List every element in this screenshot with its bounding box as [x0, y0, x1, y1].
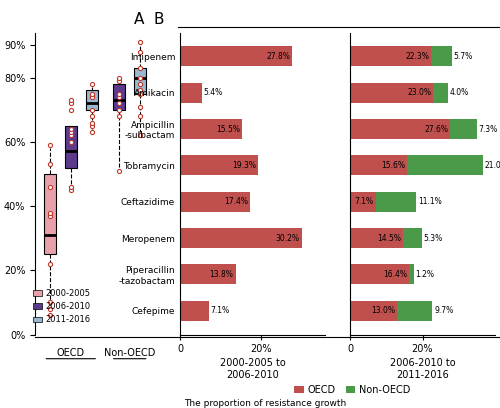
Legend: OECD, Non-OECD: OECD, Non-OECD — [290, 381, 414, 399]
Bar — [350, 47, 431, 67]
Bar — [402, 228, 422, 248]
Text: 5.3%: 5.3% — [424, 234, 443, 243]
Text: 14.5%: 14.5% — [377, 234, 401, 243]
Bar — [406, 155, 482, 175]
Bar — [180, 155, 258, 175]
Text: A: A — [134, 11, 144, 27]
Bar — [410, 264, 414, 284]
Text: 17.4%: 17.4% — [224, 197, 248, 206]
PathPatch shape — [134, 68, 146, 94]
Text: 19.3%: 19.3% — [232, 161, 256, 170]
Text: 9.7%: 9.7% — [434, 306, 454, 315]
Bar — [450, 119, 476, 139]
Text: 7.3%: 7.3% — [478, 124, 498, 133]
Text: 21.0%: 21.0% — [484, 161, 500, 170]
Bar — [180, 83, 202, 103]
Legend: 2000-2005, 2006-2010, 2011-2016: 2000-2005, 2006-2010, 2011-2016 — [33, 289, 91, 324]
Text: 5.4%: 5.4% — [204, 88, 223, 97]
Bar — [180, 47, 292, 67]
Bar — [350, 155, 406, 175]
Text: 13.8%: 13.8% — [210, 270, 234, 279]
Text: 11.1%: 11.1% — [418, 197, 442, 206]
Text: 15.6%: 15.6% — [380, 161, 404, 170]
Bar — [180, 301, 208, 321]
Bar — [434, 83, 448, 103]
X-axis label: 2006-2010 to
2011-2016: 2006-2010 to 2011-2016 — [390, 359, 456, 380]
Text: 13.0%: 13.0% — [372, 306, 396, 315]
Bar — [180, 119, 242, 139]
Bar — [350, 119, 450, 139]
Bar — [180, 228, 302, 248]
Text: 30.2%: 30.2% — [276, 234, 299, 243]
Bar — [350, 264, 410, 284]
Text: 22.3%: 22.3% — [405, 52, 429, 61]
Text: 5.7%: 5.7% — [454, 52, 472, 61]
Text: 4.0%: 4.0% — [450, 88, 469, 97]
Text: 7.1%: 7.1% — [355, 197, 374, 206]
X-axis label: 2000-2005 to
2006-2010: 2000-2005 to 2006-2010 — [220, 359, 286, 380]
PathPatch shape — [114, 84, 125, 110]
Bar — [350, 192, 376, 212]
Bar — [431, 47, 452, 67]
Bar — [397, 301, 432, 321]
Text: 7.1%: 7.1% — [210, 306, 230, 315]
PathPatch shape — [44, 174, 56, 254]
Bar — [350, 228, 403, 248]
Bar — [350, 83, 434, 103]
Text: 1.2%: 1.2% — [416, 270, 434, 279]
Bar — [180, 264, 236, 284]
Bar — [180, 192, 250, 212]
Text: The proportion of resistance growth: The proportion of resistance growth — [184, 399, 346, 408]
Text: B: B — [154, 11, 164, 27]
Bar — [376, 192, 416, 212]
Text: 23.0%: 23.0% — [408, 88, 432, 97]
PathPatch shape — [65, 126, 76, 168]
Text: 15.5%: 15.5% — [216, 124, 240, 133]
Bar — [350, 301, 397, 321]
Text: 27.8%: 27.8% — [266, 52, 290, 61]
PathPatch shape — [86, 91, 98, 110]
Text: 16.4%: 16.4% — [384, 270, 407, 279]
Text: 27.6%: 27.6% — [424, 124, 448, 133]
